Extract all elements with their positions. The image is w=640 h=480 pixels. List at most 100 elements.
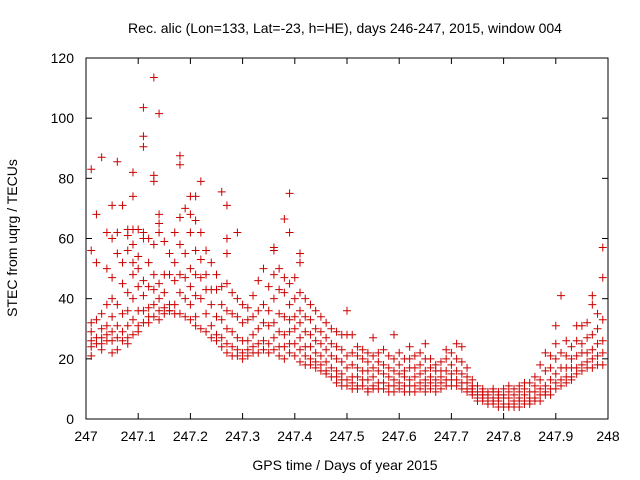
data-point [546,375,555,384]
data-point [217,300,226,309]
data-point [384,351,393,360]
data-point [343,351,351,360]
data-point [285,300,294,309]
y-tick-label: 40 [58,291,74,307]
y-axis-label: STEC from uqrg / TECUs [4,159,20,317]
y-tick-label: 0 [66,411,74,427]
data-point [374,348,383,357]
data-point [410,387,419,396]
y-tick-label: 80 [58,170,74,186]
data-point [134,225,143,234]
data-point [316,312,325,321]
data-point [191,312,200,321]
data-point [175,213,184,222]
data-point [87,318,96,327]
data-point [306,330,315,339]
x-tick-label: 247.2 [173,428,208,444]
data-point [577,339,586,348]
data-point [108,201,117,210]
data-point [212,270,221,279]
data-point [343,363,351,372]
data-point [275,327,284,336]
data-point [243,315,252,324]
data-point [181,273,190,282]
data-point [588,363,597,372]
data-point [108,234,117,243]
y-tick-label: 100 [51,110,75,126]
data-point [181,204,190,213]
data-point [160,237,169,246]
data-point [165,270,174,279]
data-point [290,294,299,303]
data-point [123,288,132,297]
data-point [332,327,341,336]
data-point [144,282,153,291]
data-point [202,309,211,318]
data-point [118,279,127,288]
data-point [186,210,195,219]
data-point [264,306,273,315]
data-point [217,333,226,342]
data-point [160,288,169,297]
data-point [108,348,117,357]
x-tick-label: 247.8 [486,428,521,444]
data-point [546,390,555,399]
data-point [243,351,252,360]
data-point [97,309,106,318]
data-point [275,264,284,273]
data-point [196,324,205,333]
data-point [207,258,216,267]
data-point [264,348,273,357]
data-point [311,306,320,315]
data-point [238,300,247,309]
x-tick-label: 247 [74,428,98,444]
data-point [452,366,461,375]
data-point [254,348,263,357]
data-point [395,360,404,369]
data-point [128,258,137,267]
data-point [233,228,242,237]
data-point [191,216,200,225]
data-point [87,165,96,174]
data-point [416,348,425,357]
data-point [222,324,231,333]
data-point [196,228,205,237]
data-point [196,294,205,303]
data-point [92,210,101,219]
data-point [551,369,560,378]
data-point [546,351,555,360]
data-point [212,285,221,294]
data-point [358,381,367,390]
data-point [149,240,158,249]
data-point [452,339,461,348]
data-point [175,240,184,249]
data-point [191,270,200,279]
data-point [426,354,435,363]
data-point [405,342,414,351]
data-point [562,378,571,387]
data-point [567,375,576,384]
data-point [598,315,607,324]
data-point [144,318,153,327]
data-point [285,279,294,288]
data-point [186,228,195,237]
data-point [322,369,331,378]
x-tick-label: 247.1 [121,428,156,444]
data-point [269,318,278,327]
data-point [155,210,164,219]
data-point [217,282,226,291]
data-point [551,354,560,363]
data-point [369,372,378,381]
data-point [353,363,362,372]
data-point [196,255,205,264]
data-point [457,357,466,366]
data-point [290,312,299,321]
data-point [243,303,252,312]
data-point [588,345,597,354]
data-point [296,318,305,327]
data-point [233,312,242,321]
data-point [557,348,566,357]
data-point [557,291,566,300]
data-point [175,151,184,160]
data-point [191,192,200,201]
